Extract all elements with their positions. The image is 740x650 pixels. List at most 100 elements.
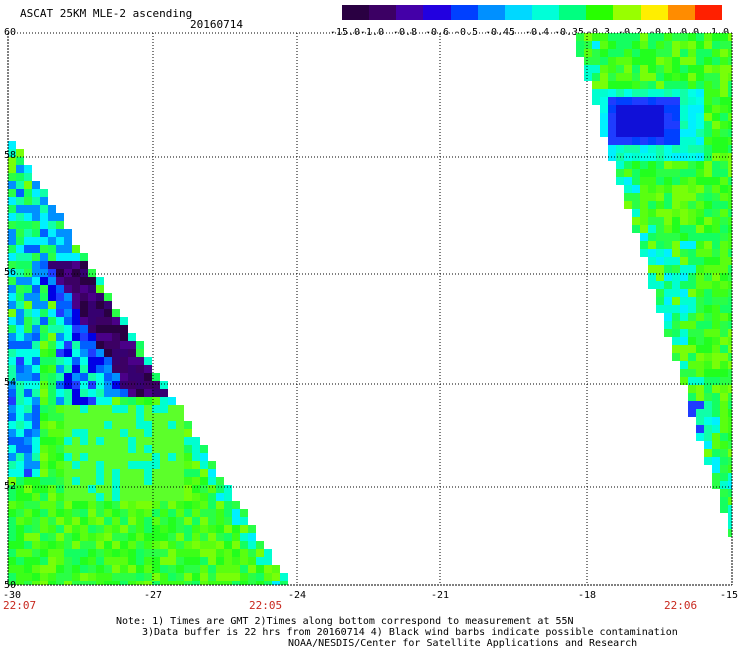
- wind-cell: [184, 549, 192, 557]
- wind-cell: [712, 137, 720, 145]
- wind-cell: [24, 293, 32, 301]
- wind-cell: [16, 469, 24, 477]
- wind-cell: [136, 525, 144, 533]
- wind-cell: [184, 485, 192, 493]
- wind-cell: [40, 421, 48, 429]
- wind-cell: [688, 177, 696, 185]
- wind-cell: [64, 317, 72, 325]
- wind-cell: [24, 253, 32, 261]
- wind-cell: [56, 213, 64, 221]
- wind-cell: [72, 589, 80, 597]
- wind-cell: [80, 565, 88, 573]
- wind-cell: [680, 369, 688, 377]
- wind-cell: [88, 301, 96, 309]
- wind-cell: [80, 589, 88, 597]
- wind-cell: [8, 557, 16, 565]
- wind-cell: [680, 201, 688, 209]
- wind-cell: [32, 213, 40, 221]
- wind-cell: [56, 389, 64, 397]
- wind-cell: [88, 389, 96, 397]
- wind-cell: [624, 57, 632, 65]
- wind-cell: [648, 169, 656, 177]
- wind-cell: [184, 493, 192, 501]
- wind-cell: [712, 345, 720, 353]
- wind-cell: [120, 381, 128, 389]
- wind-cell: [656, 65, 664, 73]
- wind-cell: [232, 581, 240, 585]
- wind-cell: [40, 277, 48, 285]
- wind-cell: [56, 245, 64, 253]
- wind-cell: [24, 573, 32, 581]
- wind-cell: [24, 181, 32, 189]
- wind-cell: [72, 533, 80, 541]
- wind-cell: [632, 137, 640, 145]
- wind-cell: [720, 217, 728, 225]
- wind-cell: [144, 517, 152, 525]
- wind-cell: [48, 333, 56, 341]
- wind-cell: [648, 105, 656, 113]
- wind-cell: [24, 405, 32, 413]
- wind-cell: [112, 477, 120, 485]
- wind-cell: [728, 81, 732, 89]
- wind-cell: [96, 573, 104, 581]
- wind-cell: [160, 437, 168, 445]
- wind-cell: [624, 161, 632, 169]
- wind-cell: [224, 573, 232, 581]
- wind-cell: [152, 533, 160, 541]
- wind-cell: [624, 49, 632, 57]
- wind-cell: [720, 369, 728, 377]
- wind-cell: [720, 433, 728, 441]
- wind-cell: [208, 477, 216, 485]
- wind-cell: [208, 509, 216, 517]
- wind-cell: [184, 541, 192, 549]
- wind-cell: [672, 105, 680, 113]
- wind-cell: [64, 269, 72, 277]
- wind-cell: [56, 365, 64, 373]
- wind-cell: [200, 461, 208, 469]
- wind-cell: [728, 233, 732, 241]
- wind-cell: [632, 193, 640, 201]
- wind-cell: [728, 361, 732, 369]
- wind-cell: [88, 581, 96, 585]
- wind-cell: [728, 249, 732, 257]
- wind-cell: [104, 309, 112, 317]
- wind-cell: [152, 461, 160, 469]
- wind-cell: [8, 357, 16, 365]
- wind-cell: [48, 469, 56, 477]
- wind-cell: [688, 361, 696, 369]
- time-label-middle: 22:05: [249, 599, 283, 612]
- wind-cell: [160, 517, 168, 525]
- wind-cell: [32, 365, 40, 373]
- wind-cell: [56, 397, 64, 405]
- wind-cell: [728, 457, 732, 465]
- wind-cell: [640, 65, 648, 73]
- wind-cell: [616, 33, 624, 41]
- wind-cell: [600, 129, 608, 137]
- wind-cell: [728, 529, 732, 537]
- wind-cell: [712, 49, 720, 57]
- wind-cell: [88, 461, 96, 469]
- wind-cell: [680, 377, 688, 385]
- wind-cell: [696, 121, 704, 129]
- wind-cell: [128, 493, 136, 501]
- wind-cell: [240, 541, 248, 549]
- wind-cell: [96, 469, 104, 477]
- wind-cell: [80, 517, 88, 525]
- wind-cell: [688, 121, 696, 129]
- wind-cell: [688, 185, 696, 193]
- wind-cell: [656, 185, 664, 193]
- lat-label-60: 60: [4, 27, 17, 38]
- wind-cell: [136, 341, 144, 349]
- wind-cell: [120, 437, 128, 445]
- wind-cell: [584, 33, 592, 41]
- wind-cell: [176, 557, 184, 565]
- wind-cell: [216, 533, 224, 541]
- wind-cell: [152, 437, 160, 445]
- wind-cell: [696, 241, 704, 249]
- wind-cell: [64, 325, 72, 333]
- wind-cell: [184, 461, 192, 469]
- wind-cell: [136, 453, 144, 461]
- wind-cell: [224, 493, 232, 501]
- wind-cell: [712, 305, 720, 313]
- wind-cell: [112, 549, 120, 557]
